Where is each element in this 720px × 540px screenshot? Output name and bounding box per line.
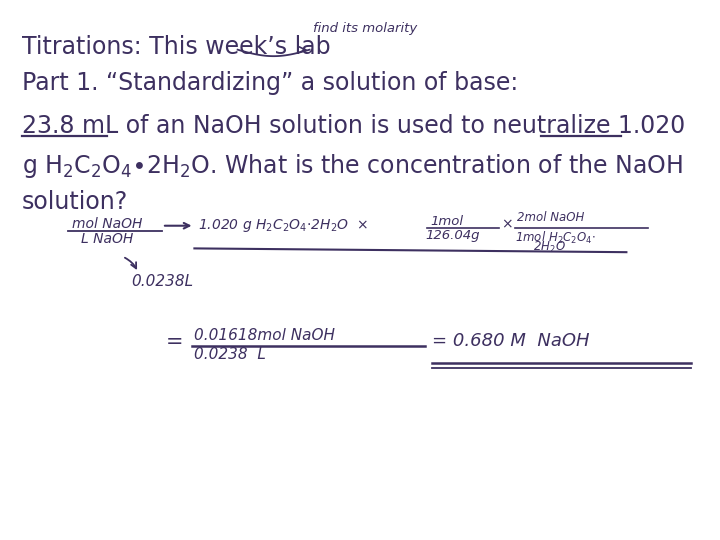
- Text: = 0.680 M  NaOH: = 0.680 M NaOH: [432, 332, 590, 350]
- Text: g H$_2$C$_2$O$_4$$\bullet$2H$_2$O. What is the concentration of the NaOH: g H$_2$C$_2$O$_4$$\bullet$2H$_2$O. What …: [22, 152, 683, 180]
- Text: Part 1. “Standardizing” a solution of base:: Part 1. “Standardizing” a solution of ba…: [22, 71, 518, 95]
- Text: L NaOH: L NaOH: [81, 232, 133, 246]
- Text: find its molarity: find its molarity: [313, 22, 418, 35]
- Text: 2H$_2$O: 2H$_2$O: [533, 240, 566, 255]
- Text: mol NaOH: mol NaOH: [72, 217, 143, 231]
- Text: solution?: solution?: [22, 190, 128, 214]
- Text: 1.020 g H$_2$C$_2$O$_4$$\cdot$2H$_2$O  $\times$: 1.020 g H$_2$C$_2$O$_4$$\cdot$2H$_2$O $\…: [198, 217, 369, 234]
- Text: 23.8 mL of an NaOH solution is used to neutralize 1.020: 23.8 mL of an NaOH solution is used to n…: [22, 114, 685, 138]
- Text: 1mol H$_2$C$_2$O$_4$$\cdot$: 1mol H$_2$C$_2$O$_4$$\cdot$: [515, 230, 595, 246]
- Text: 2mol NaOH: 2mol NaOH: [517, 211, 585, 224]
- Text: 1mol: 1mol: [431, 215, 464, 228]
- Text: $\times$: $\times$: [501, 217, 513, 231]
- Text: 126.04g: 126.04g: [426, 230, 480, 242]
- Text: =: =: [166, 332, 183, 352]
- Text: 0.0238  L: 0.0238 L: [194, 347, 266, 362]
- Text: 0.01618mol NaOH: 0.01618mol NaOH: [194, 328, 336, 343]
- Text: Titrations: This week’s lab: Titrations: This week’s lab: [22, 35, 330, 59]
- Text: 0.0238L: 0.0238L: [131, 274, 193, 289]
